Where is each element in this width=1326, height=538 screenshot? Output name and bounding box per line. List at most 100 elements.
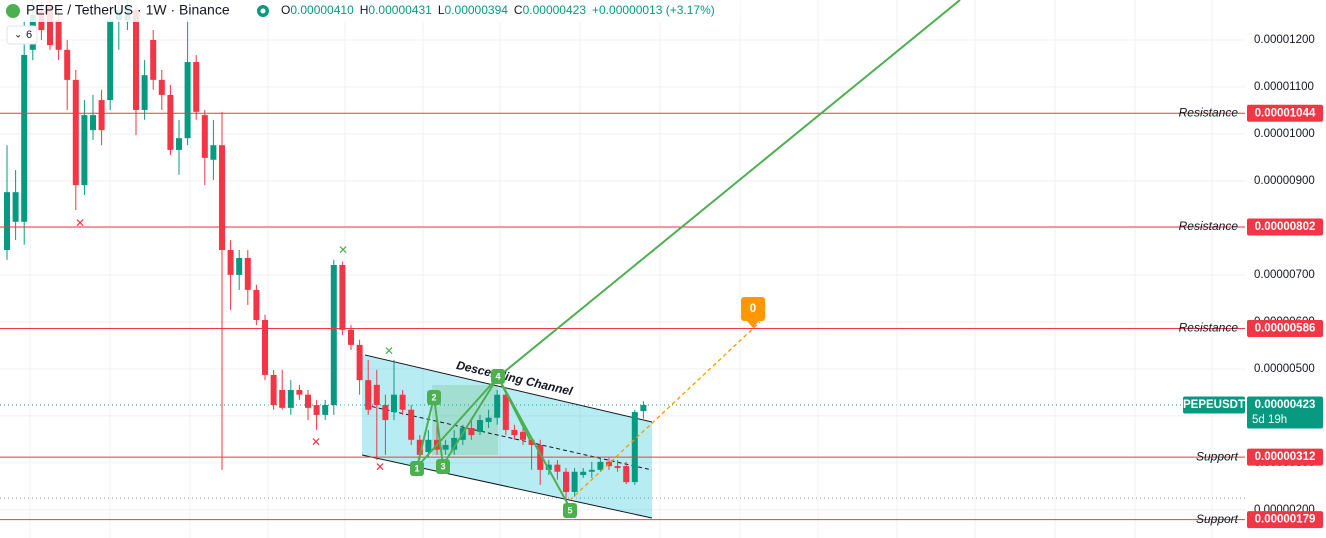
cross-marker: ✕ — [338, 243, 348, 257]
candle-body — [563, 471, 569, 492]
axis-bg — [1245, 0, 1326, 538]
candle-body — [167, 94, 174, 150]
candle-body — [348, 329, 354, 345]
ohlc-value: 0.00000410 — [290, 3, 354, 17]
candles — [4, 0, 647, 500]
candle-body — [201, 115, 208, 158]
cross-marker: ✕ — [384, 344, 394, 358]
candle-body — [236, 257, 243, 275]
candle-body — [72, 79, 79, 186]
candle-body — [399, 394, 406, 410]
candle-body — [176, 138, 182, 150]
candle-body — [468, 428, 475, 436]
candle-body — [253, 289, 260, 320]
candle-body — [580, 471, 587, 476]
level-badge — [1247, 104, 1323, 122]
level-badge-label: 0.00000179 — [1255, 514, 1316, 526]
candle-body — [485, 417, 492, 422]
candle-body — [614, 466, 621, 468]
candle-body — [193, 62, 200, 112]
point-label: 1 — [414, 463, 419, 473]
point-label: 4 — [495, 371, 500, 381]
cross-marker: ✕ — [375, 460, 385, 474]
candle-body — [494, 394, 501, 418]
level-name: Resistance — [1179, 321, 1239, 335]
candle-body — [588, 469, 595, 472]
candle-body — [365, 380, 372, 410]
level-name: Resistance — [1179, 219, 1239, 233]
target-label: 0 — [750, 303, 756, 315]
level-badge — [1247, 218, 1323, 236]
candle-body — [322, 405, 329, 415]
candle-body — [520, 431, 526, 440]
level-badge — [1247, 511, 1323, 529]
candle-body — [227, 249, 234, 275]
candle-body — [64, 49, 71, 80]
point-badge — [427, 390, 441, 405]
level-badge-label: 0.00000312 — [1255, 451, 1316, 463]
y-tick-label: 0.00000700 — [1254, 269, 1315, 281]
level-badge-label: 0.00000586 — [1255, 322, 1316, 334]
level-name: Support — [1196, 512, 1239, 526]
channel-upper — [364, 354, 653, 423]
point-badge — [491, 369, 505, 384]
candle-body — [545, 464, 552, 470]
ohlc-legend: O0.00000410 H0.00000431 L0.00000394 C0.0000… — [281, 3, 715, 17]
countdown: 5d 19h — [1252, 414, 1287, 426]
candle-body — [640, 405, 647, 412]
symbol-icon — [6, 4, 20, 18]
symbol-badge — [1183, 396, 1245, 414]
level-name: Support — [1196, 449, 1239, 463]
points: 1 2 3 4 5 0 — [410, 297, 765, 518]
candle-body — [47, 5, 53, 46]
level-badge — [1247, 319, 1323, 337]
level-badge-label: 0.00000802 — [1255, 221, 1316, 233]
price-axis: 0.000002000.000003000.000004000.00000500… — [1183, 0, 1326, 538]
candle-body — [477, 420, 483, 432]
candle-body — [21, 54, 28, 222]
candle-body — [391, 394, 397, 413]
candle-body — [623, 466, 630, 483]
markers: ✕ ✕ ✕ ✕ ✕ — [75, 216, 394, 474]
interval-button[interactable] — [6, 25, 38, 45]
status-dot-inner — [260, 8, 266, 14]
target-pointer — [747, 321, 759, 328]
candle-body — [133, 9, 139, 110]
candle-body — [90, 115, 96, 131]
candle-body — [98, 100, 105, 131]
candle-body — [4, 192, 10, 250]
level-badge-label: 0.00001044 — [1255, 107, 1316, 119]
symbol-label: PEPEUSDT — [1183, 399, 1245, 411]
ohlc-label: C — [514, 3, 523, 17]
candle-body — [107, 20, 114, 101]
header-bg — [0, 0, 740, 22]
candle-body — [631, 412, 638, 483]
y-tick-label: 0.00001000 — [1254, 128, 1315, 140]
ohlc-label: H — [360, 3, 369, 17]
candle-body — [606, 461, 612, 467]
y-tick-label: 0.00001100 — [1254, 81, 1314, 93]
point-label: 2 — [431, 392, 436, 402]
candle-body — [554, 464, 561, 472]
candle-body — [184, 62, 191, 139]
candle-body — [55, 20, 62, 50]
candle-body — [339, 265, 346, 330]
candle-body — [210, 145, 217, 160]
y-tick-label: 0.00000900 — [1254, 175, 1315, 187]
candle-body — [150, 39, 157, 80]
point-badge — [436, 459, 450, 474]
cross-marker: ✕ — [311, 435, 321, 449]
candle-body — [296, 389, 303, 395]
point-label: 3 — [440, 461, 445, 471]
candle-body — [219, 145, 225, 250]
candle-body — [12, 192, 19, 222]
y-tick-label: 0.00000500 — [1254, 363, 1315, 375]
target-badge — [741, 297, 765, 321]
point-label: 5 — [567, 505, 572, 515]
point-badge — [410, 461, 424, 476]
candle-body — [442, 444, 449, 450]
candle-body — [313, 405, 320, 415]
candle-body — [356, 344, 363, 381]
